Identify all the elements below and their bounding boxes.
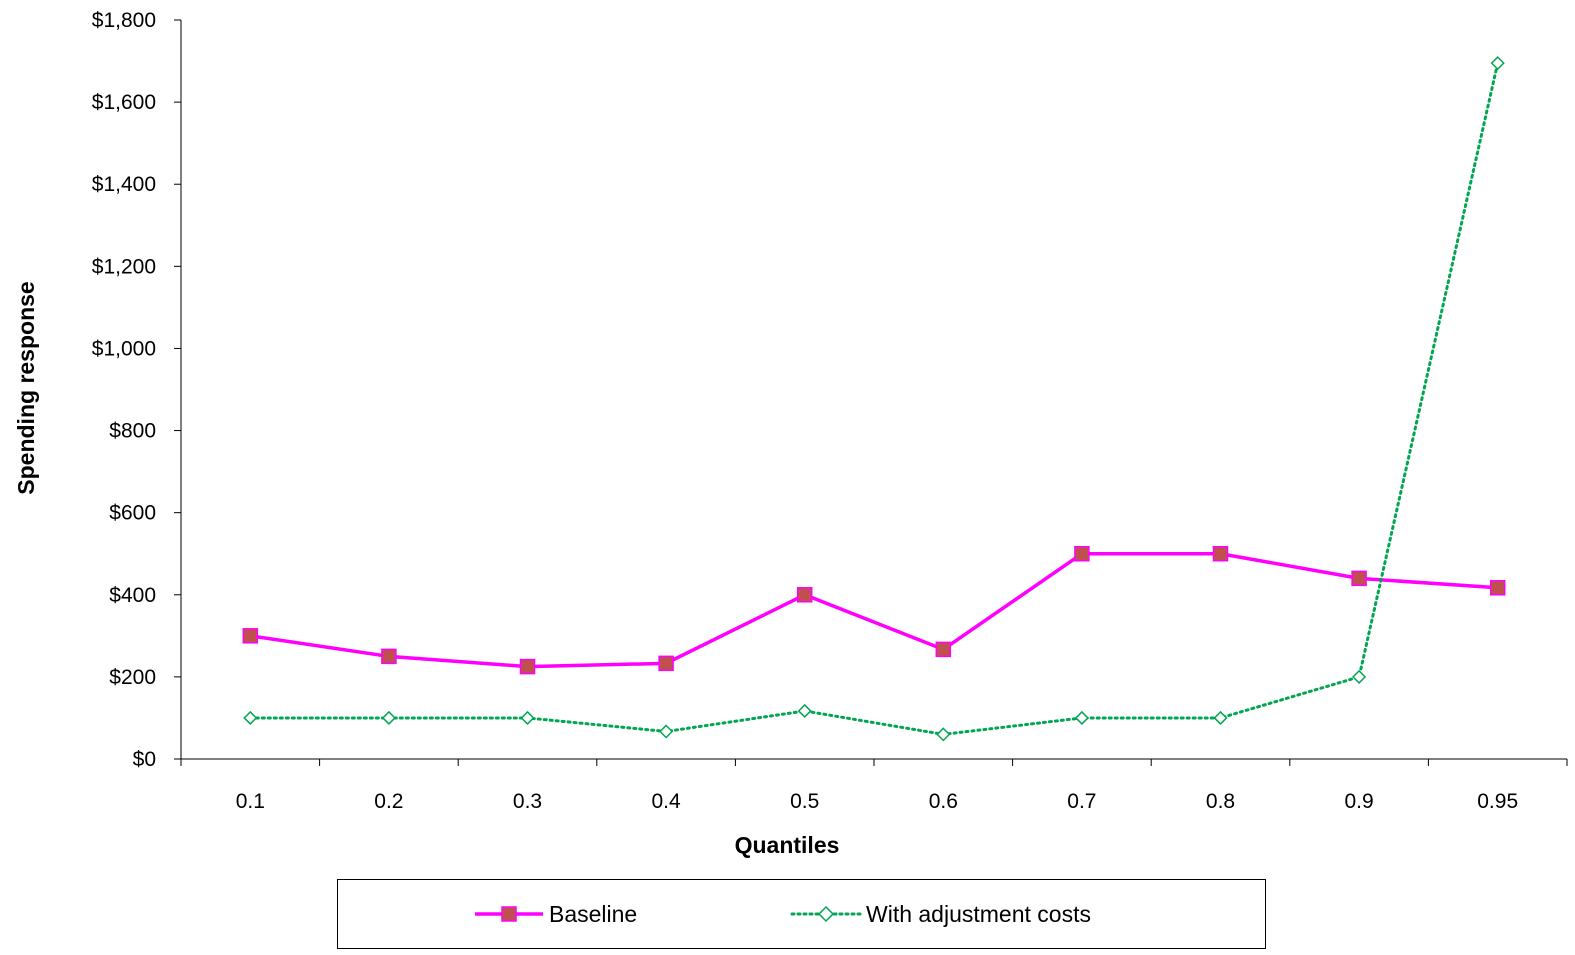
x-tick-label: 0.95	[1477, 790, 1518, 813]
x-tick-label: 0.4	[651, 790, 681, 813]
legend-baseline-swatch	[475, 906, 543, 922]
data-point	[1212, 545, 1229, 562]
x-tick-label: 0.1	[236, 790, 265, 813]
data-point	[936, 727, 951, 742]
y-tick-label: $1,000	[92, 337, 156, 360]
data-point	[1490, 56, 1505, 71]
y-tick-label: $0	[133, 748, 156, 771]
data-point	[935, 641, 952, 658]
legend-item-baseline: Baseline	[473, 880, 637, 948]
x-tick-label: 0.9	[1344, 790, 1373, 813]
y-tick-label: $200	[109, 666, 156, 689]
x-tick-label: 0.8	[1206, 790, 1235, 813]
data-point	[1074, 710, 1089, 726]
y-axis-title: Spending response	[13, 281, 39, 494]
legend: Baseline With adjustment costs	[337, 879, 1266, 949]
x-tick-label: 0.2	[374, 790, 403, 813]
legend-item-adjustment: With adjustment costs	[790, 880, 1091, 948]
data-point	[381, 648, 397, 665]
y-tick-label: $600	[109, 502, 156, 525]
data-point	[520, 710, 535, 726]
x-tick-label: 0.6	[929, 790, 958, 813]
series-baseline	[242, 545, 1506, 675]
legend-label-adjustment: With adjustment costs	[866, 900, 1091, 927]
data-point	[1074, 545, 1090, 562]
data-point	[1489, 580, 1506, 596]
legend-label-baseline: Baseline	[549, 900, 638, 927]
x-tick-label: 0.7	[1067, 790, 1096, 813]
data-point	[1352, 669, 1367, 684]
y-axis: $0 $200 $400 $600 $800 $1,000 $1,200 $1,400 $1,6…	[92, 9, 182, 771]
series-layer	[242, 56, 1506, 742]
y-tick-label: $1,800	[92, 9, 156, 32]
data-point	[658, 655, 674, 672]
data-point	[659, 724, 674, 739]
data-point	[519, 658, 536, 675]
data-point	[796, 587, 813, 603]
x-tick-label: 0.5	[790, 790, 819, 813]
y-tick-label: $400	[109, 584, 156, 607]
legend-adjustment-swatch	[790, 905, 862, 923]
series-line	[248, 61, 1500, 736]
data-point	[797, 703, 812, 719]
data-point	[243, 710, 258, 726]
y-tick-label: $800	[109, 420, 156, 443]
y-tick-label: $1,200	[92, 255, 156, 278]
series-line	[250, 551, 1498, 669]
x-tick-label: 0.3	[513, 790, 542, 813]
data-point	[381, 710, 396, 726]
data-point	[1351, 570, 1367, 587]
y-tick-label: $1,400	[92, 173, 156, 196]
x-axis-title: Quantiles	[735, 832, 840, 858]
y-tick-label: $1,600	[92, 91, 156, 114]
series-adjustment-costs	[243, 56, 1505, 742]
data-point	[242, 628, 259, 644]
data-point	[1213, 710, 1228, 726]
x-axis: 0.1 0.2 0.3 0.4 0.5 0.6 0.7 0.8 0.9 0.95	[180, 758, 1568, 813]
